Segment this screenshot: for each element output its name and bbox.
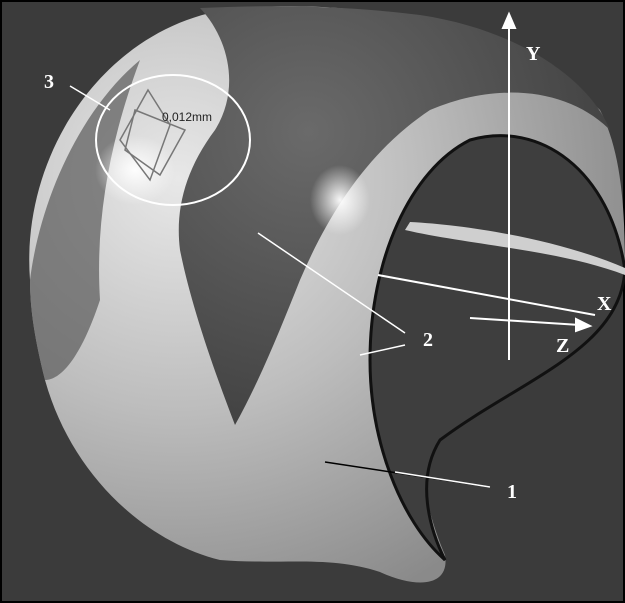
deviation-patch: [178, 6, 611, 425]
measurement-label: 0,012mm: [162, 110, 212, 124]
shell-opening: [368, 134, 625, 562]
measurement-glyph: [119, 88, 187, 182]
axes: [377, 11, 596, 360]
leader-line: [394, 471, 491, 488]
inner-rim: [405, 222, 625, 275]
highlight: [310, 165, 370, 235]
axis-label: X: [597, 293, 612, 315]
axis-label: Y: [526, 43, 541, 65]
callout-label: 1: [507, 481, 517, 503]
deviation-patch: [30, 60, 140, 380]
axis-label: Z: [556, 335, 569, 357]
callout-label: 3: [44, 71, 54, 93]
highlight: [95, 135, 175, 205]
callout-circle: [95, 74, 251, 206]
leader-lines: [69, 85, 406, 356]
callout-label: 2: [423, 329, 433, 351]
